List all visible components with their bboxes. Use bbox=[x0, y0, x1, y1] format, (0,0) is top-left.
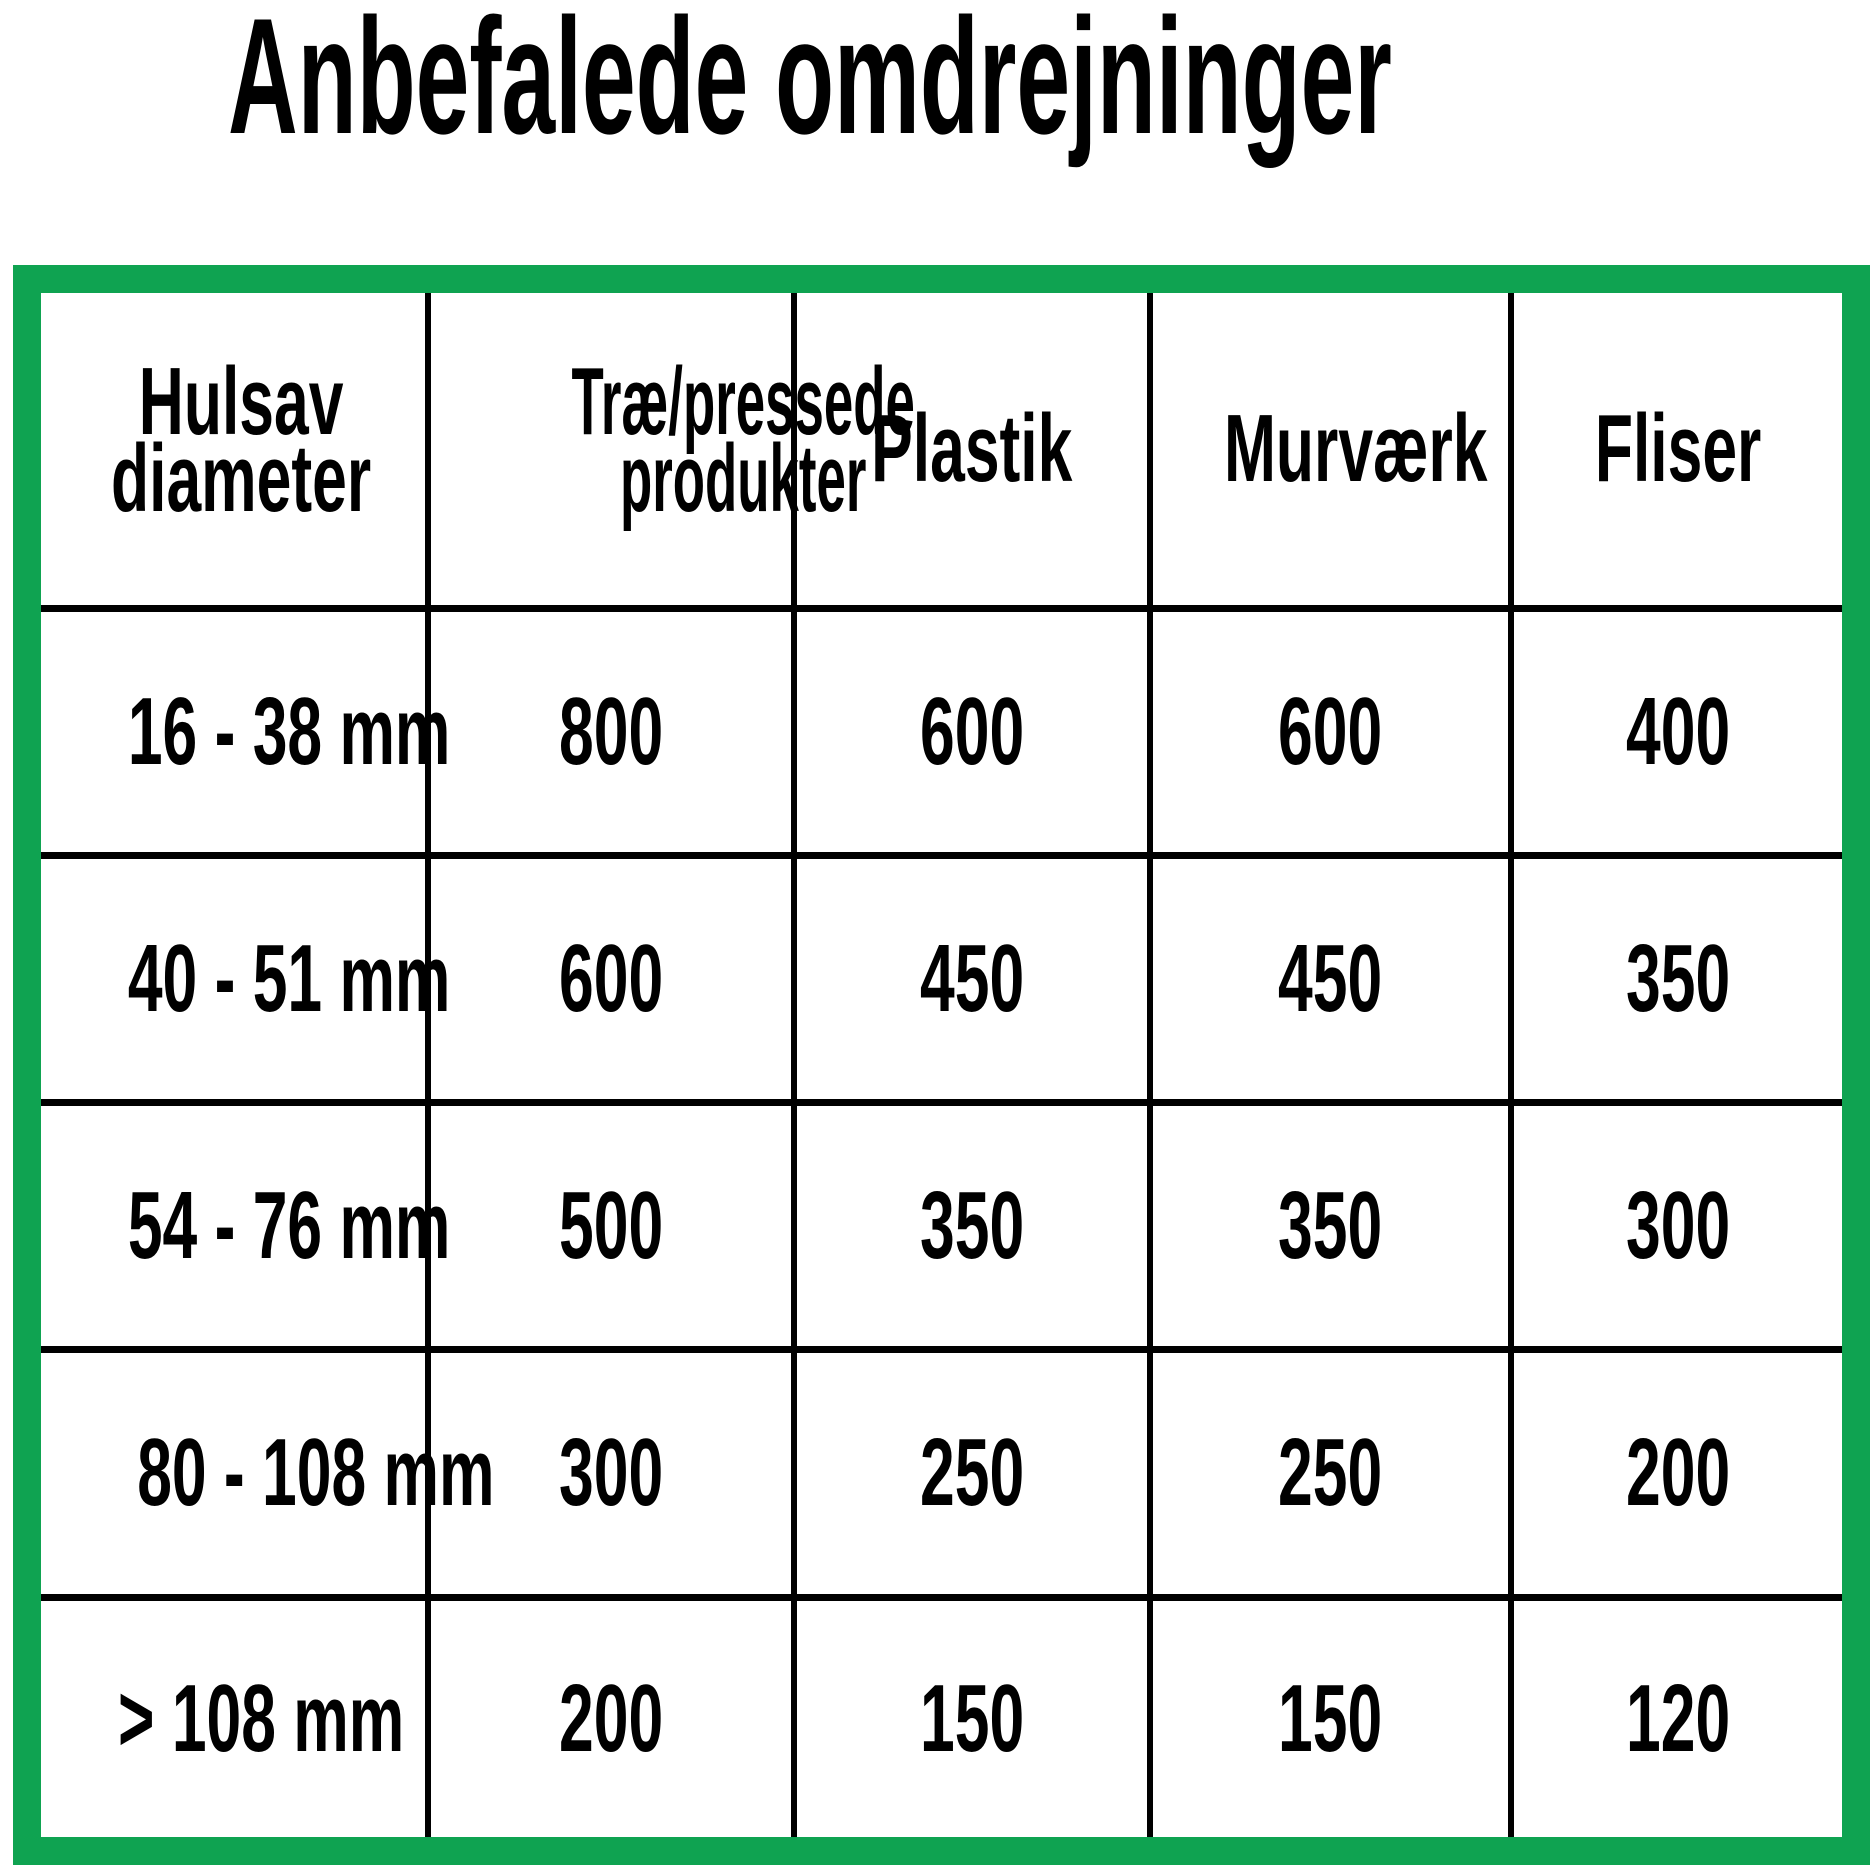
header-line: diameter bbox=[111, 424, 372, 532]
table-row: 54 - 76 mm 500 350 350 300 bbox=[41, 1099, 1842, 1354]
table-cell: 200 bbox=[425, 1593, 797, 1837]
table-row: 80 - 108 mm 300 250 250 200 bbox=[41, 1346, 1842, 1601]
table-cell: 200 bbox=[1507, 1346, 1842, 1601]
table-cell: 350 bbox=[1147, 1099, 1514, 1354]
header-line: Murværk bbox=[1224, 394, 1488, 502]
table-cell: 500 bbox=[425, 1099, 797, 1354]
table-cell: 150 bbox=[790, 1593, 1154, 1837]
table-row: 40 - 51 mm 600 450 450 350 bbox=[41, 851, 1842, 1107]
table-cell: 350 bbox=[790, 1099, 1154, 1354]
table-cell: 450 bbox=[1147, 851, 1514, 1107]
table-header-row: Hulsav diameter Træ/pressede produkter P… bbox=[41, 293, 1842, 612]
table-cell: 600 bbox=[425, 851, 797, 1107]
table-cell: 600 bbox=[790, 604, 1154, 859]
header-line: Plastik bbox=[871, 394, 1073, 502]
header-cell-plastik: Plastik bbox=[790, 293, 1154, 612]
table-cell: 250 bbox=[1147, 1346, 1514, 1601]
header-line: Træ/pressede bbox=[571, 347, 916, 455]
table-cell: 350 bbox=[1507, 851, 1842, 1107]
header-line: produkter bbox=[620, 424, 867, 532]
table-row: 16 - 38 mm 800 600 600 400 bbox=[41, 604, 1842, 859]
green-frame: Hulsav diameter Træ/pressede produkter P… bbox=[13, 265, 1870, 1865]
row-label: 16 - 38 mm bbox=[41, 604, 450, 859]
table-cell: 600 bbox=[1147, 604, 1514, 859]
row-label: 40 - 51 mm bbox=[41, 851, 450, 1107]
row-label: 54 - 76 mm bbox=[41, 1099, 450, 1354]
table-cell: 400 bbox=[1507, 604, 1842, 859]
header-cell-murvaerk: Murværk bbox=[1147, 293, 1514, 612]
row-label: > 108 mm bbox=[41, 1593, 432, 1837]
header-line: Fliser bbox=[1594, 394, 1762, 502]
header-line: Hulsav bbox=[138, 347, 344, 455]
rpm-table: Hulsav diameter Træ/pressede produkter P… bbox=[41, 293, 1842, 1837]
row-label: 80 - 108 mm bbox=[41, 1346, 494, 1601]
table-row: > 108 mm 200 150 150 120 bbox=[41, 1593, 1842, 1837]
header-cell-fliser: Fliser bbox=[1507, 293, 1842, 612]
table-cell: 300 bbox=[425, 1346, 797, 1601]
header-cell-hulsav-diameter: Hulsav diameter bbox=[41, 293, 432, 612]
table-cell: 300 bbox=[1507, 1099, 1842, 1354]
table-cell: 800 bbox=[425, 604, 797, 859]
page-title: Anbefalede omdrejninger bbox=[228, 0, 1392, 168]
table-cell: 150 bbox=[1147, 1593, 1514, 1837]
table-cell: 450 bbox=[790, 851, 1154, 1107]
table-cell: 250 bbox=[790, 1346, 1154, 1601]
table-cell: 120 bbox=[1507, 1593, 1842, 1837]
header-cell-trae-pressede-produkter: Træ/pressede produkter bbox=[425, 293, 915, 612]
